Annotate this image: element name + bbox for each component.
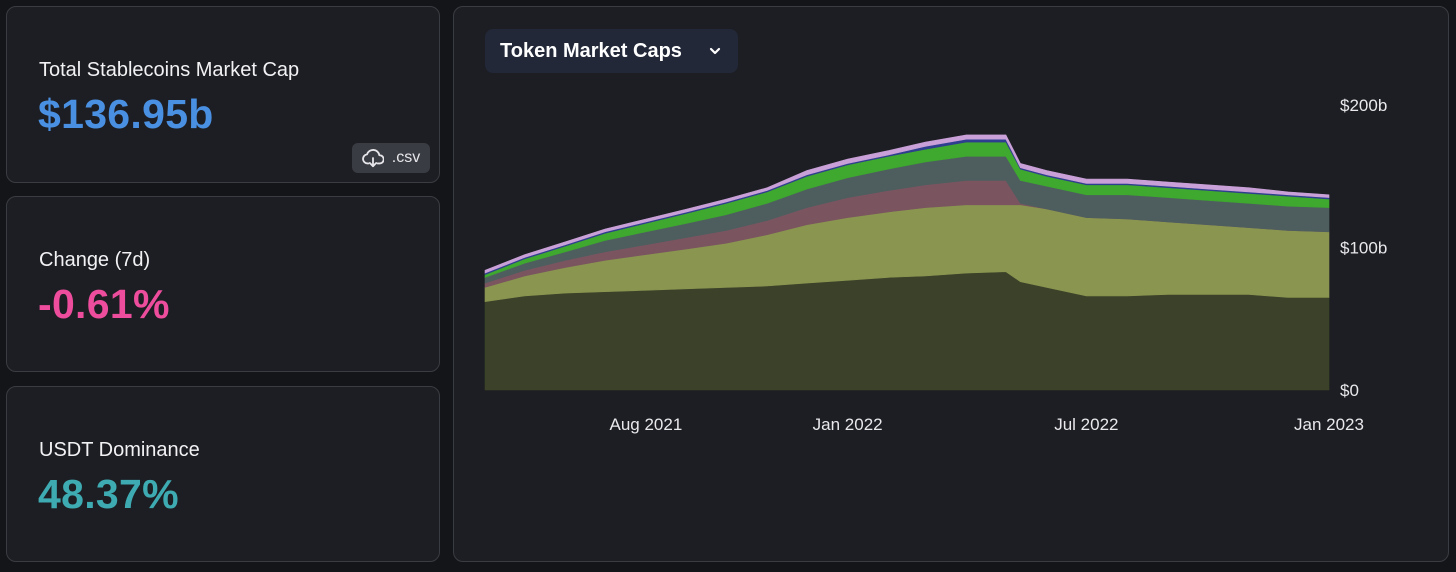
x-tick-label: Jul 2022 <box>1054 415 1118 434</box>
stacked-area-chart: $0 $100b $200b Aug 2021 Jan 2022 Jul 2022 Jan … <box>484 96 1387 434</box>
y-tick-label: $100b <box>1340 239 1387 258</box>
market-cap-label: Total Stablecoins Market Cap <box>39 59 300 81</box>
market-cap-value: $136.95b <box>38 91 214 137</box>
change-label: Change (7d) <box>39 249 151 271</box>
dominance-card: USDT Dominance 48.37% <box>6 386 440 562</box>
y-tick-label: $0 <box>1340 381 1359 400</box>
change-value: -0.61% <box>38 281 170 327</box>
x-tick-label: Aug 2021 <box>609 415 682 434</box>
x-tick-label: Jan 2022 <box>813 415 883 434</box>
x-tick-label: Jan 2023 <box>1294 415 1364 434</box>
download-csv-button[interactable]: .csv <box>352 143 430 173</box>
chevron-down-icon <box>709 47 721 55</box>
dominance-value: 48.37% <box>38 471 179 517</box>
area-series-7 <box>484 134 1330 274</box>
y-tick-label: $200b <box>1340 96 1387 115</box>
csv-label: .csv <box>391 149 421 166</box>
chart-card: $0 $100b $200b Aug 2021 Jan 2022 Jul 2022 Jan … <box>453 6 1449 562</box>
cloud-download-icon <box>361 149 384 168</box>
change-card: Change (7d) -0.61% <box>6 196 440 372</box>
dominance-label: USDT Dominance <box>39 439 200 461</box>
dropdown-label: Token Market Caps <box>500 39 682 62</box>
chart-type-dropdown[interactable]: Token Market Caps <box>485 29 738 73</box>
market-cap-card: Total Stablecoins Market Cap $136.95b .c… <box>6 6 440 183</box>
